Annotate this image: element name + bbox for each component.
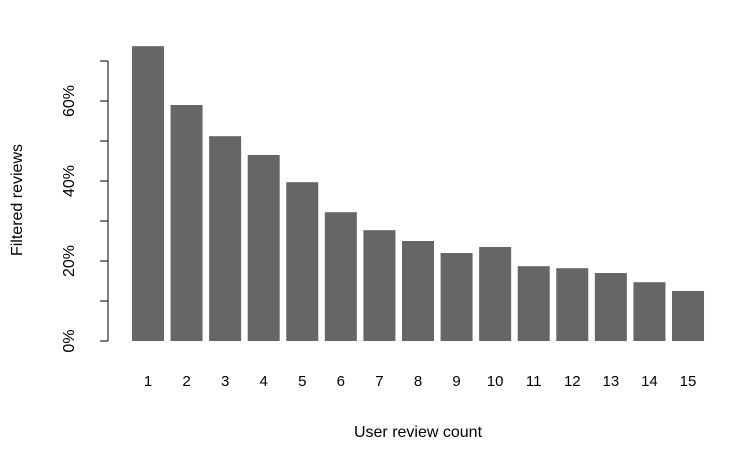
bar — [479, 247, 512, 341]
x-tick-label: 9 — [452, 373, 460, 390]
x-tick-label: 12 — [564, 373, 581, 390]
x-tick-label: 10 — [487, 373, 504, 390]
y-axis-label: Filtered reviews — [9, 144, 26, 256]
x-tick-label: 13 — [603, 373, 620, 390]
bar — [131, 46, 164, 341]
bar — [209, 136, 242, 341]
x-tick-label: 7 — [375, 373, 383, 390]
bar — [324, 212, 357, 341]
bar — [170, 105, 203, 341]
x-tick-label: 15 — [680, 373, 697, 390]
x-tick-label: 11 — [526, 373, 542, 390]
x-tick-label: 8 — [414, 373, 422, 390]
y-tick-label: 60% — [61, 85, 78, 117]
y-tick-label: 20% — [61, 245, 78, 277]
x-tick-label: 5 — [298, 373, 306, 390]
y-tick-label: 0% — [61, 329, 78, 352]
bar — [556, 268, 589, 341]
y-tick-label: 40% — [61, 165, 78, 197]
bar — [286, 182, 319, 341]
x-tick-label: 1 — [144, 373, 152, 390]
bar — [402, 241, 434, 341]
bar — [633, 282, 666, 341]
bar — [363, 230, 396, 341]
x-tick-label: 6 — [337, 373, 345, 390]
bar — [247, 155, 280, 341]
bar — [672, 291, 705, 341]
x-tick-label: 14 — [641, 373, 658, 390]
bar — [594, 273, 627, 341]
bar — [517, 266, 550, 341]
x-tick-label: 2 — [182, 373, 190, 390]
x-tick-label: 4 — [260, 373, 268, 390]
x-axis-label: User review count — [354, 424, 483, 441]
x-tick-label: 3 — [221, 373, 229, 390]
bar — [440, 253, 473, 341]
